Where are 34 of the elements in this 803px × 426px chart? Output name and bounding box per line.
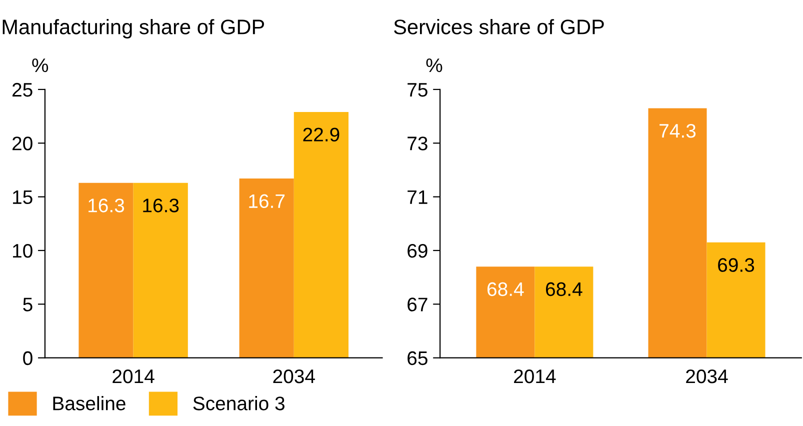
data-label: 74.3 (660, 124, 696, 138)
y-tick-label: 69 (408, 244, 428, 258)
legend-label: Baseline (53, 396, 126, 410)
x-tick-label: 2014 (112, 369, 154, 384)
y-tick-label: 65 (408, 351, 428, 366)
y-tick-label: 5 (23, 298, 32, 312)
y-axis-title: % (426, 58, 442, 72)
bar (239, 178, 294, 358)
chart-title: Services share of GDP (394, 19, 604, 34)
bar (294, 112, 348, 358)
data-label: 16.3 (143, 198, 179, 212)
chart-title: Manufacturing share of GDP (2, 19, 264, 38)
legend-label: Scenario 3 (193, 396, 284, 410)
bar (133, 182, 188, 358)
x-tick-label: 2034 (273, 369, 315, 384)
y-tick-label: 75 (408, 83, 428, 97)
data-label: 69.3 (718, 258, 754, 272)
x-tick-label: 2034 (686, 369, 728, 384)
y-tick-label: 15 (13, 190, 32, 204)
y-tick-label: 67 (408, 298, 428, 312)
y-axis-title: % (32, 58, 48, 72)
y-tick-label: 20 (12, 136, 32, 150)
data-label: 22.9 (303, 128, 340, 142)
data-label: 68.4 (488, 282, 524, 296)
data-label: 68.4 (546, 282, 582, 296)
data-label: 16.7 (249, 194, 285, 208)
y-tick-label: 25 (12, 82, 32, 97)
y-tick-label: 71 (408, 190, 428, 204)
y-tick-label: 10 (13, 244, 32, 258)
x-tick-label: 2014 (514, 369, 556, 384)
y-tick-label: 0 (23, 351, 32, 366)
bar (78, 182, 134, 358)
data-label: 16.3 (88, 198, 124, 212)
y-tick-label: 73 (408, 136, 428, 150)
